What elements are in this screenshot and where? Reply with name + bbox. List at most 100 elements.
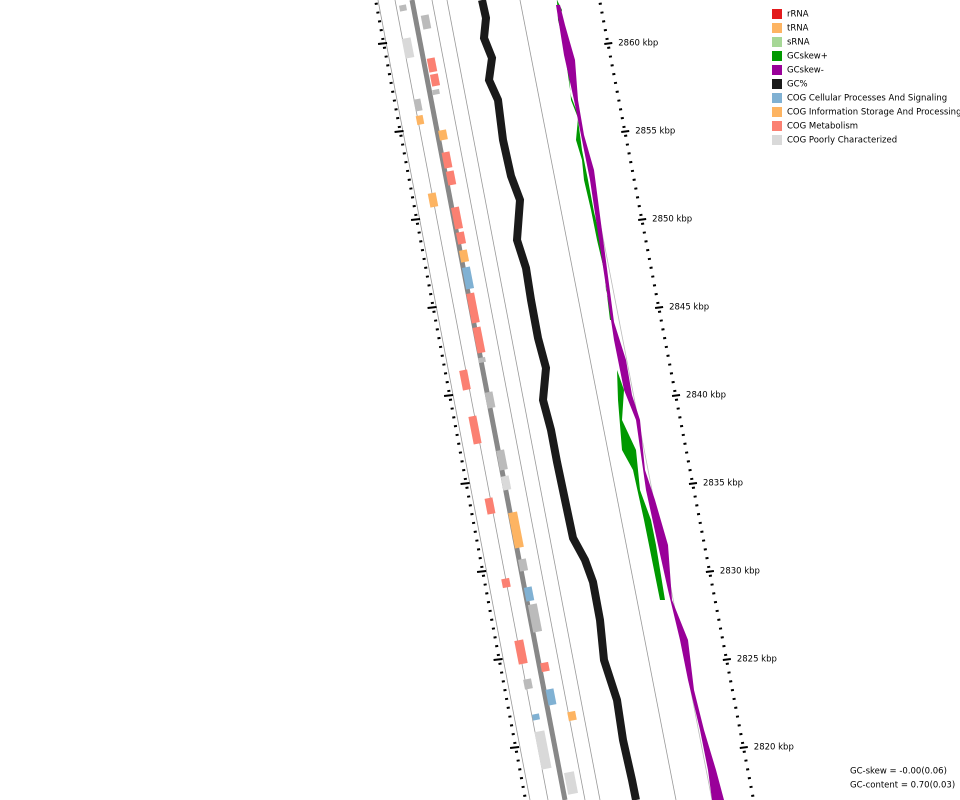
minor-tick <box>723 653 728 657</box>
minor-tick <box>508 715 512 718</box>
minor-tick <box>519 776 524 780</box>
legend-label: sRNA <box>787 38 810 48</box>
minor-tick <box>443 372 448 375</box>
gene <box>455 231 467 245</box>
minor-tick <box>470 512 474 516</box>
minor-tick <box>389 81 393 85</box>
minor-tick <box>705 556 709 560</box>
minor-tick <box>496 653 501 657</box>
minor-tick <box>435 328 439 331</box>
minor-tick <box>627 152 631 155</box>
minor-tick <box>445 380 449 384</box>
gene <box>523 678 533 690</box>
gene <box>459 369 471 391</box>
minor-tick <box>661 328 665 331</box>
major-tick <box>688 482 698 485</box>
ticks: 2860 kbp 2855 kbp 2850 kbp 2845 kbp 2840 kbp… <box>374 2 794 797</box>
major-tick <box>722 658 731 661</box>
legend-label: GC% <box>787 80 808 90</box>
legend-swatch <box>772 51 782 61</box>
gene <box>545 688 557 706</box>
minor-tick <box>518 768 522 771</box>
minor-tick <box>488 609 492 613</box>
gc-skew-negative <box>556 5 724 800</box>
track-line <box>519 0 677 800</box>
minor-tick <box>678 416 682 419</box>
minor-tick <box>503 688 507 692</box>
minor-tick <box>674 398 679 401</box>
minor-tick <box>493 636 497 639</box>
minor-tick <box>676 407 680 410</box>
minor-tick <box>668 363 672 366</box>
minor-tick <box>397 125 402 129</box>
minor-tick <box>691 486 696 489</box>
minor-tick <box>622 125 626 129</box>
minor-tick <box>703 548 707 551</box>
minor-tick <box>751 794 755 797</box>
minor-tick <box>447 389 451 393</box>
minor-tick <box>481 574 486 577</box>
tick-label: 2820 kbp <box>754 743 794 753</box>
minor-tick <box>475 539 479 542</box>
legend-label: COG Metabolism <box>787 122 858 132</box>
legend-swatch <box>772 37 782 47</box>
minor-tick <box>407 178 411 181</box>
minor-tick <box>381 37 385 41</box>
track-line <box>377 0 531 800</box>
minor-tick <box>683 442 687 445</box>
minor-tick <box>495 644 499 648</box>
minor-tick <box>415 222 420 225</box>
minor-tick <box>483 583 487 586</box>
minor-tick <box>605 37 609 41</box>
minor-tick <box>438 345 443 349</box>
major-tick <box>671 394 681 397</box>
tick-label: 2835 kbp <box>703 479 743 489</box>
minor-tick <box>452 416 456 419</box>
major-tick <box>427 306 437 309</box>
major-tick <box>621 130 630 133</box>
minor-tick <box>637 204 641 208</box>
legend-swatch <box>772 93 782 103</box>
gene <box>415 114 425 126</box>
gene <box>527 603 543 633</box>
minor-tick <box>679 424 684 428</box>
major-tick <box>443 394 454 397</box>
gc-content-plot <box>478 0 640 800</box>
minor-tick <box>400 143 405 146</box>
minor-tick <box>465 486 469 489</box>
legend-label: GCskew- <box>787 66 824 76</box>
minor-tick <box>634 187 638 190</box>
gene <box>472 326 486 354</box>
minor-tick <box>745 768 750 771</box>
minor-tick <box>506 706 510 709</box>
gene <box>468 415 482 445</box>
legend-label: rRNA <box>787 10 809 20</box>
minor-tick <box>734 706 738 709</box>
legend-swatch <box>772 79 782 89</box>
minor-tick <box>725 662 729 665</box>
gene <box>496 449 508 471</box>
minor-tick <box>640 222 645 225</box>
minor-tick <box>404 160 408 164</box>
minor-tick <box>632 178 636 181</box>
minor-tick <box>639 213 643 217</box>
minor-tick <box>386 64 390 67</box>
tick-label: 2855 kbp <box>635 127 675 137</box>
minor-tick <box>412 204 416 208</box>
minor-tick <box>630 169 635 173</box>
minor-tick <box>376 11 380 14</box>
minor-tick <box>740 741 745 745</box>
minor-tick <box>700 530 704 533</box>
gene <box>398 4 408 12</box>
gene <box>427 192 439 208</box>
minor-tick <box>476 548 481 551</box>
major-tick <box>654 306 664 309</box>
minor-tick <box>511 732 515 736</box>
minor-tick <box>613 81 618 85</box>
minor-tick <box>427 284 431 287</box>
minor-tick <box>509 724 514 727</box>
minor-tick <box>649 266 653 269</box>
minor-tick <box>374 2 378 5</box>
gene <box>517 558 529 572</box>
